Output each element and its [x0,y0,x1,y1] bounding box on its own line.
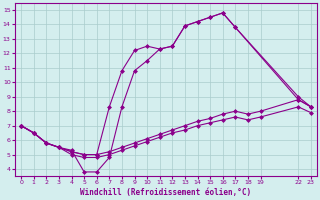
X-axis label: Windchill (Refroidissement éolien,°C): Windchill (Refroidissement éolien,°C) [80,188,252,197]
